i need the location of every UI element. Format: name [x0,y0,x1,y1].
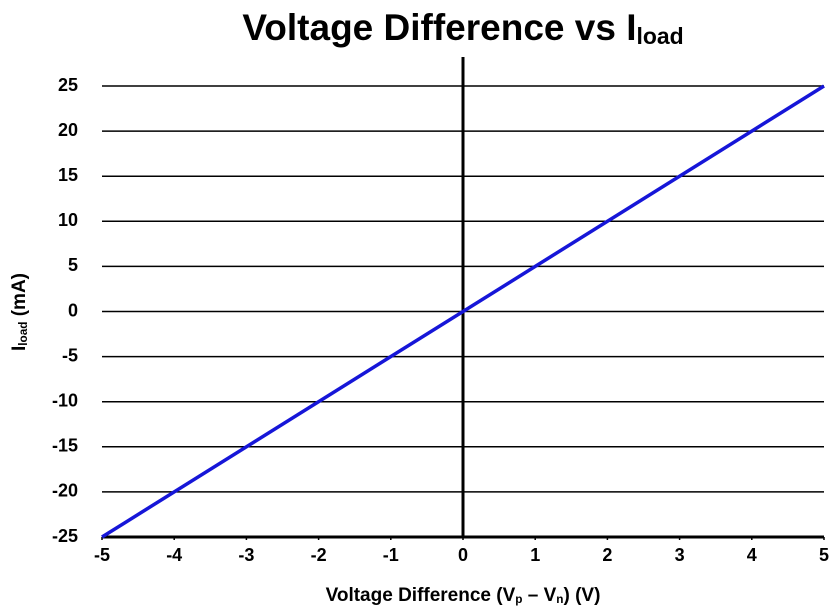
subscript: load [17,322,30,346]
subscript: p [515,593,522,606]
y-tick-label: -15 [52,436,78,456]
y-tick-label: 0 [68,300,78,320]
x-tick-label: -4 [166,545,182,565]
y-tick-label: 5 [68,255,78,275]
label-part: Voltage Difference (V [326,585,516,606]
y-tick-label: 15 [58,165,78,185]
y-tick-label: -25 [52,526,78,546]
x-tick-label: 0 [458,545,468,565]
y-axis-label: Iload (mA) [9,273,30,351]
label-part: – V [522,585,556,606]
x-tick-label: 5 [819,545,829,565]
x-tick-label: -1 [383,545,399,565]
subscript: load [636,23,683,49]
y-tick-label: 10 [58,210,78,230]
x-tick-label: 4 [747,545,757,565]
label-part: Voltage Difference vs I [242,7,636,48]
y-tick-label: -20 [52,481,78,501]
y-tick-label: -5 [62,345,78,365]
x-tick-label: -2 [311,545,327,565]
y-tick-label: 25 [58,75,78,95]
x-tick-label: 3 [675,545,685,565]
y-tick-label: 20 [58,120,78,140]
subscript: n [556,593,563,606]
x-tick-label: 2 [602,545,612,565]
label-part: (mA) [9,273,30,322]
x-tick-label: -3 [238,545,254,565]
x-axis-label: Voltage Difference (Vp – Vn) (V) [326,585,601,606]
data-line [101,84,825,539]
label-part: ) (V) [563,585,600,606]
label-part: I [9,346,30,351]
chart-title: Voltage Difference vs Iload [242,7,683,49]
x-tick-label: 1 [530,545,540,565]
y-tick-label: -10 [52,390,78,410]
x-tick-label: -5 [94,545,110,565]
